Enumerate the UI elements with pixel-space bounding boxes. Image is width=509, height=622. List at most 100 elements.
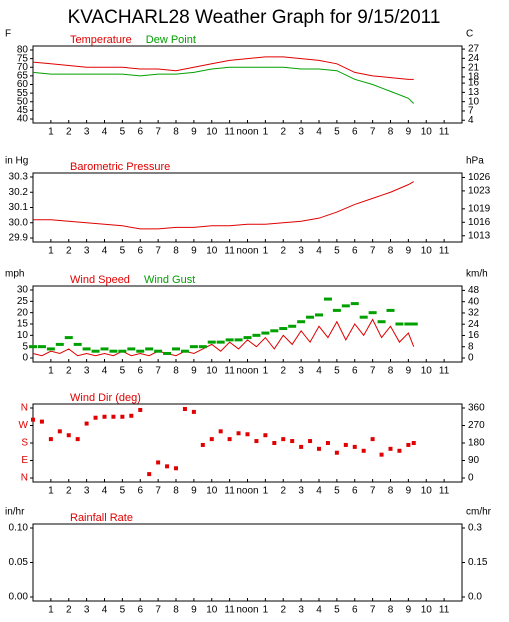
x-tick-label: noon — [236, 246, 258, 257]
wind-dir-point — [57, 429, 62, 434]
wind-dir-point — [209, 437, 214, 442]
x-tick-label: 8 — [173, 246, 179, 257]
x-tick-label: 9 — [406, 246, 412, 257]
y-tick-label: 15 — [17, 319, 29, 330]
x-tick-label: 5 — [334, 486, 340, 497]
x-tick-label: 10 — [421, 486, 433, 497]
x-tick-label: 8 — [388, 127, 394, 138]
x-tick-label: 5 — [334, 246, 340, 257]
wind-dir-point — [361, 448, 366, 453]
wind-dir-point — [245, 432, 250, 437]
x-tick-label: 11 — [224, 366, 235, 377]
x-tick-label: 9 — [191, 246, 197, 257]
wind-dir-point — [39, 419, 44, 424]
y-tick-label: 60 — [17, 79, 29, 90]
x-tick-label: 3 — [298, 486, 304, 497]
legend-label: Wind Dir (deg) — [70, 392, 141, 404]
legend-label: Barometric Pressure — [70, 161, 170, 173]
x-tick-label: 9 — [406, 486, 412, 497]
gust-dash — [409, 322, 418, 326]
y2-tick-label: 0 — [468, 473, 474, 484]
gust-dash — [297, 320, 306, 324]
x-tick-label: 5 — [120, 366, 126, 377]
data-line — [32, 318, 415, 357]
gust-dash — [154, 349, 163, 353]
x-tick-label: 11 — [439, 246, 450, 257]
x-tick-label: 9 — [191, 127, 197, 138]
y-tick-label: N — [21, 473, 28, 484]
x-tick-label: noon — [236, 605, 258, 616]
y2-tick-label: 1026 — [468, 172, 491, 183]
gust-dash — [332, 308, 341, 312]
wind-dir-point — [31, 417, 35, 422]
x-tick-label: 3 — [298, 246, 304, 257]
plot-frame — [32, 172, 463, 243]
x-tick-label: 6 — [137, 127, 143, 138]
wind-dir-point — [379, 452, 384, 457]
gust-dash — [46, 347, 55, 351]
legend-label: Dew Point — [146, 34, 196, 46]
y2-tick-label: 360 — [468, 403, 485, 414]
wind-dir-point — [263, 433, 268, 438]
wind-dir-point — [218, 429, 223, 434]
x-tick-label: 7 — [155, 486, 161, 497]
wind-dir-point — [102, 414, 107, 419]
y-tick-label: 20 — [17, 307, 29, 318]
wind-dir-point — [388, 446, 393, 451]
y2-tick-label: 18 — [468, 72, 480, 83]
gust-dash — [243, 336, 252, 340]
y2-tick-label: 16 — [468, 78, 480, 89]
x-tick-label: 4 — [102, 605, 108, 616]
y-tick-label: 65 — [17, 71, 29, 82]
y2-tick-label: 1023 — [468, 186, 491, 197]
x-tick-label: 7 — [370, 366, 376, 377]
x-tick-label: 7 — [370, 605, 376, 616]
y-tick-label: 30.1 — [9, 202, 29, 213]
y2-axis-label: km/h — [466, 269, 488, 280]
x-tick-label: 7 — [370, 127, 376, 138]
data-line — [32, 56, 414, 80]
gust-dash — [279, 327, 288, 331]
y-tick-label: 50 — [17, 96, 29, 107]
gust-dash — [73, 342, 82, 346]
x-tick-label: noon — [236, 486, 258, 497]
y2-tick-label: 21 — [468, 62, 480, 73]
y-tick-label: S — [21, 438, 28, 449]
y-tick-label: 0.10 — [9, 523, 29, 534]
gust-dash — [163, 351, 172, 355]
y-axis-label: in Hg — [5, 156, 28, 167]
x-tick-label: 11 — [224, 605, 235, 616]
y2-tick-label: 90 — [468, 455, 480, 466]
x-tick-label: 10 — [206, 127, 218, 138]
x-tick-label: 4 — [102, 127, 108, 138]
x-tick-label: 10 — [421, 605, 433, 616]
x-tick-label: 3 — [84, 605, 90, 616]
gust-dash — [315, 313, 323, 317]
y2-tick-label: 1013 — [468, 230, 491, 241]
x-tick-label: 4 — [102, 366, 108, 377]
x-tick-label: 2 — [280, 486, 286, 497]
gust-dash — [386, 308, 395, 312]
wind-dir-point — [48, 437, 53, 442]
y-tick-label: E — [21, 455, 28, 466]
gust-dash — [82, 347, 91, 351]
wind-dir-point — [254, 439, 259, 444]
x-tick-label: 7 — [155, 366, 161, 377]
wind-dir-point — [236, 431, 241, 436]
x-tick-label: 6 — [352, 246, 358, 257]
x-tick-label: 4 — [316, 366, 322, 377]
gust-dash — [37, 345, 46, 349]
legend-label: Rainfall Rate — [70, 512, 133, 524]
x-tick-label: 1 — [263, 605, 269, 616]
x-tick-label: 1 — [263, 246, 269, 257]
wind-dir-point — [397, 448, 402, 453]
gust-dash — [216, 340, 225, 344]
x-tick-label: 8 — [388, 486, 394, 497]
y2-tick-label: 24 — [468, 53, 480, 64]
y-tick-label: 45 — [17, 105, 29, 116]
x-tick-label: 1 — [263, 127, 269, 138]
gust-dash — [252, 333, 261, 337]
x-tick-label: 6 — [352, 127, 358, 138]
